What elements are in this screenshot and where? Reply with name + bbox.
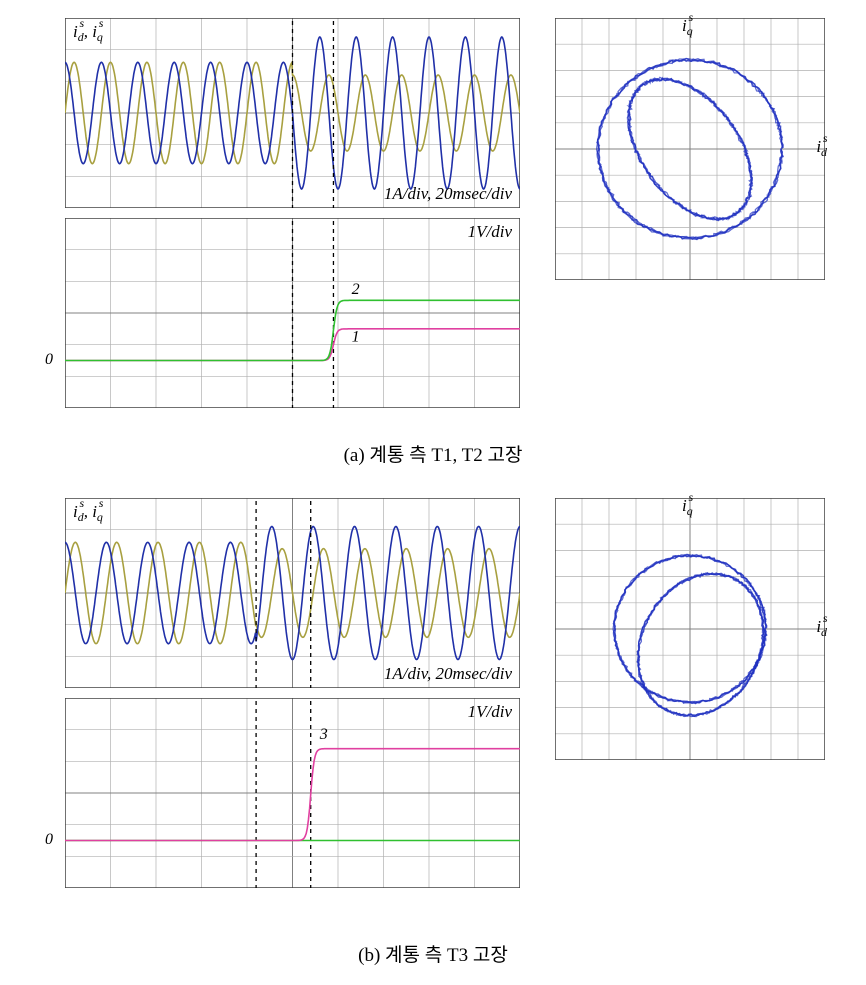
volt-scale-label: 1V/div	[468, 702, 512, 722]
xy-y-axis-label: iqs	[682, 496, 693, 516]
identifier-panel: 301V/div	[65, 698, 520, 888]
xy-x-axis-label: ids	[816, 137, 827, 157]
identifier-panel: 1201V/div	[65, 218, 520, 408]
xy-lissajous-panel: iqs ids	[555, 498, 825, 760]
figure-caption: (a) 계통 측 T1, T2 고장	[0, 440, 866, 467]
axis-labels-idiq: ids, iqs	[73, 22, 103, 42]
zero-label: 0	[45, 831, 53, 849]
svg-text:2: 2	[352, 281, 360, 298]
figure-caption: (b) 계통 측 T3 고장	[0, 940, 866, 967]
waveform-panel: ids, iqs 1A/div, 20msec/div	[65, 498, 520, 688]
scale-label: 1A/div, 20msec/div	[384, 664, 512, 684]
axis-labels-idiq: ids, iqs	[73, 502, 103, 522]
xy-lissajous-panel: iqs ids	[555, 18, 825, 280]
svg-text:3: 3	[319, 726, 328, 743]
xy-y-axis-label: iqs	[682, 16, 693, 36]
svg-text:1: 1	[352, 329, 360, 346]
zero-label: 0	[45, 351, 53, 369]
xy-x-axis-label: ids	[816, 617, 827, 637]
waveform-panel: ids, iqs 1A/div, 20msec/div	[65, 18, 520, 208]
scale-label: 1A/div, 20msec/div	[384, 184, 512, 204]
volt-scale-label: 1V/div	[468, 222, 512, 242]
